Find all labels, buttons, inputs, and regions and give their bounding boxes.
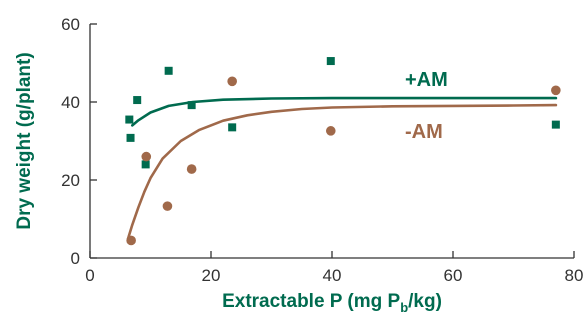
fit-curves xyxy=(126,96,558,240)
series-label-minus-am: -AM xyxy=(405,121,443,143)
data-point-series-0-0 xyxy=(125,115,134,124)
y-axis-title: Dry weight (g/plant) xyxy=(14,52,35,229)
data-point-series-0-4 xyxy=(164,66,173,75)
x-axis-title-main: Extractable P (mg P xyxy=(222,291,400,312)
data-point-series-0-8 xyxy=(551,120,560,129)
y-tick-label-3: 60 xyxy=(61,15,80,34)
data-point-series-1-3 xyxy=(186,164,197,174)
data-point-series-1-5 xyxy=(325,126,336,136)
x-tick-label-4: 80 xyxy=(565,266,584,285)
x-tick-label-2: 40 xyxy=(323,266,342,285)
data-point-series-0-1 xyxy=(126,133,135,142)
x-axis-title: Extractable P (mg Pb/kg) xyxy=(222,291,442,315)
y-tick-label-1: 20 xyxy=(61,171,80,190)
data-point-series-0-5 xyxy=(187,101,196,110)
data-point-series-0-2 xyxy=(133,96,142,105)
data-point-series-1-0 xyxy=(126,235,136,246)
x-tick-label-1: 20 xyxy=(202,266,221,285)
x-tick-label-3: 60 xyxy=(444,266,463,285)
x-tick-label-0: 0 xyxy=(85,266,94,285)
data-point-series-0-3 xyxy=(141,160,150,169)
data-point-series-1-1 xyxy=(141,151,152,162)
data-point-series-1-2 xyxy=(162,201,173,211)
y-tick-label-2: 40 xyxy=(61,93,80,112)
data-point-series-1-4 xyxy=(227,76,237,87)
data-point-series-1-6 xyxy=(551,85,561,96)
x-axis-title-subscript: b xyxy=(400,300,408,315)
data-points xyxy=(125,57,561,246)
x-axis-title-tail: /kg) xyxy=(408,291,442,312)
series-label-plus-am: +AM xyxy=(405,69,448,91)
data-point-series-0-7 xyxy=(326,57,335,66)
fit-curve-series-1 xyxy=(126,103,558,240)
ticks: 0 20 40 60 80 0 20 40 60 xyxy=(61,15,583,285)
fit-curve-series-0 xyxy=(131,96,558,127)
data-point-series-0-6 xyxy=(228,123,237,132)
y-tick-label-0: 0 xyxy=(71,249,80,268)
